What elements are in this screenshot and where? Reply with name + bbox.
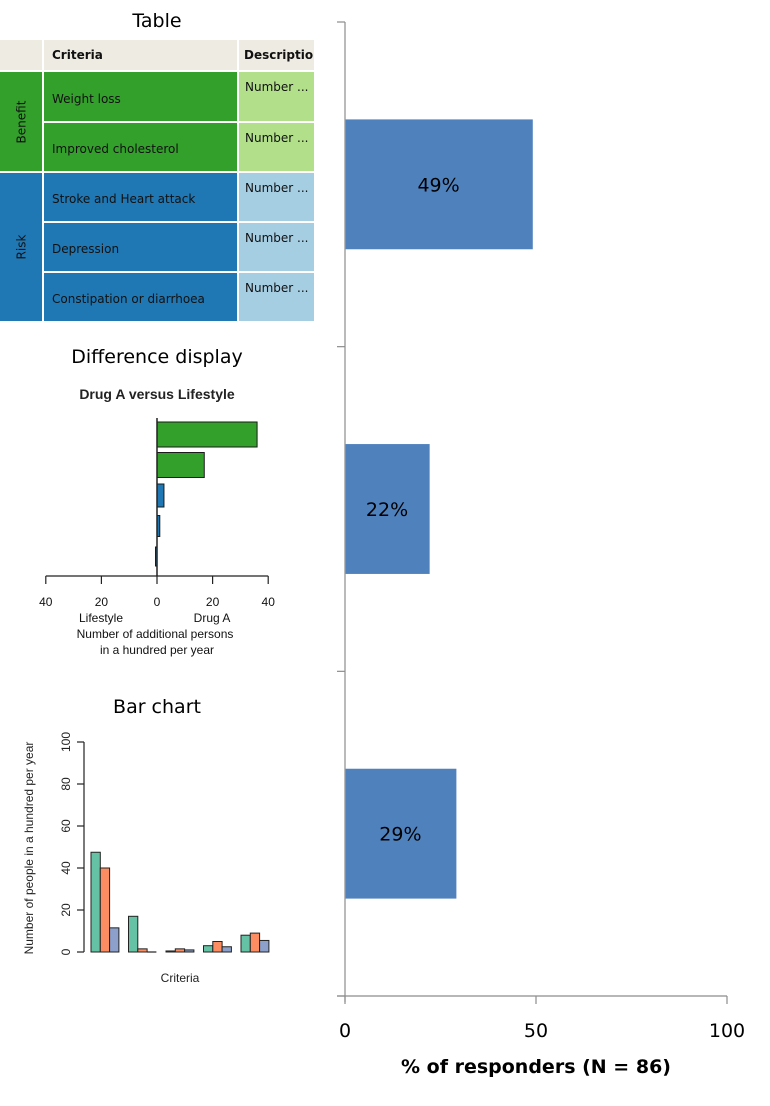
table-row-criteria: Constipation or diarrhoea	[44, 273, 237, 321]
difference-x-tick-label: 40	[262, 595, 276, 609]
responders-bar	[345, 444, 430, 574]
side-label-drug-a: Drug A	[194, 611, 231, 625]
bar-y-tick-label: 80	[59, 777, 73, 791]
bar-2	[212, 941, 223, 953]
responders-x-tick-label: 100	[709, 1020, 745, 1042]
table-header-description: Description	[239, 40, 314, 70]
responders-bar-label: 49%	[417, 174, 459, 196]
bar-3	[259, 939, 270, 953]
difference-x-label-2: in a hundred per year	[100, 643, 214, 657]
bar-2	[174, 948, 186, 953]
criteria-table: Criteria Description Benefit Weight loss…	[0, 40, 314, 322]
responders-chart: 0 50 100 49% 22% 29% % of responders (N = 86…	[337, 21, 745, 1078]
responders-bar	[345, 119, 533, 250]
difference-chart-title: Drug A versus Lifestyle	[79, 386, 235, 402]
bar-1	[90, 851, 101, 953]
bar-y-tick-label: 60	[59, 819, 73, 833]
bar-2	[99, 867, 111, 953]
bar-x-label: Criteria	[161, 971, 200, 985]
table-header-group	[0, 40, 42, 70]
table-row-criteria: Improved cholesterol	[44, 123, 237, 171]
difference-x-label: Number of additional persons	[77, 627, 234, 641]
bar-3	[184, 949, 195, 953]
bar-section-title: Bar chart	[113, 696, 201, 718]
table-row-description: Number ...	[239, 223, 314, 271]
responders-bar	[345, 768, 457, 899]
table-row-description: Number ...	[239, 123, 314, 171]
table-section-title: Table	[132, 10, 182, 32]
bar-y-tick-label: 20	[59, 903, 73, 917]
difference-bar	[156, 452, 205, 478]
difference-chart: Drug A versus Lifestyle 40 20 0 20 40 Lifest…	[39, 386, 275, 657]
difference-x-tick-label: 40	[39, 595, 53, 609]
side-label-lifestyle: Lifestyle	[79, 611, 123, 625]
table-row-criteria: Depression	[44, 223, 237, 271]
responders-x-label: % of responders (N = 86)	[401, 1056, 671, 1078]
bar-y-label: Number of people in a hundred per year	[22, 742, 36, 955]
bar-3	[221, 946, 232, 953]
bar-1	[203, 945, 214, 953]
group-benefit: Benefit	[0, 72, 42, 171]
responders-bar-label: 22%	[366, 499, 408, 521]
difference-section-title: Difference display	[71, 346, 243, 368]
bar-1	[165, 950, 176, 953]
difference-x-tick-label: 20	[95, 595, 109, 609]
table-row-description: Number ...	[239, 273, 314, 321]
table-header-criteria: Criteria	[44, 40, 237, 70]
table-row-description: Number ...	[239, 72, 314, 121]
bar-2	[137, 948, 148, 953]
bar-y-tick-label: 40	[59, 861, 73, 875]
responders-bar-label: 29%	[379, 824, 421, 846]
responders-x-tick-label: 0	[339, 1020, 351, 1042]
bar-3	[109, 927, 120, 953]
grouped-bar-chart: 0 20 40 60 80 100 Criteria Number of people i…	[22, 732, 270, 985]
bar-2	[249, 932, 261, 953]
difference-bar	[156, 483, 165, 508]
bar-y-tick-label: 0	[59, 948, 73, 955]
table-row-description: Number ...	[239, 173, 314, 221]
table-row-criteria: Stroke and Heart attack	[44, 173, 237, 221]
bar-y-tick-label: 100	[59, 732, 73, 752]
table-row-criteria: Weight loss	[44, 72, 237, 121]
difference-x-tick-label: 20	[206, 595, 220, 609]
group-risk: Risk	[0, 173, 42, 321]
bar-1	[240, 934, 251, 953]
difference-bar	[156, 421, 258, 448]
bar-1	[128, 915, 139, 953]
difference-x-tick-label: 0	[154, 595, 161, 609]
responders-x-tick-label: 50	[524, 1020, 548, 1042]
